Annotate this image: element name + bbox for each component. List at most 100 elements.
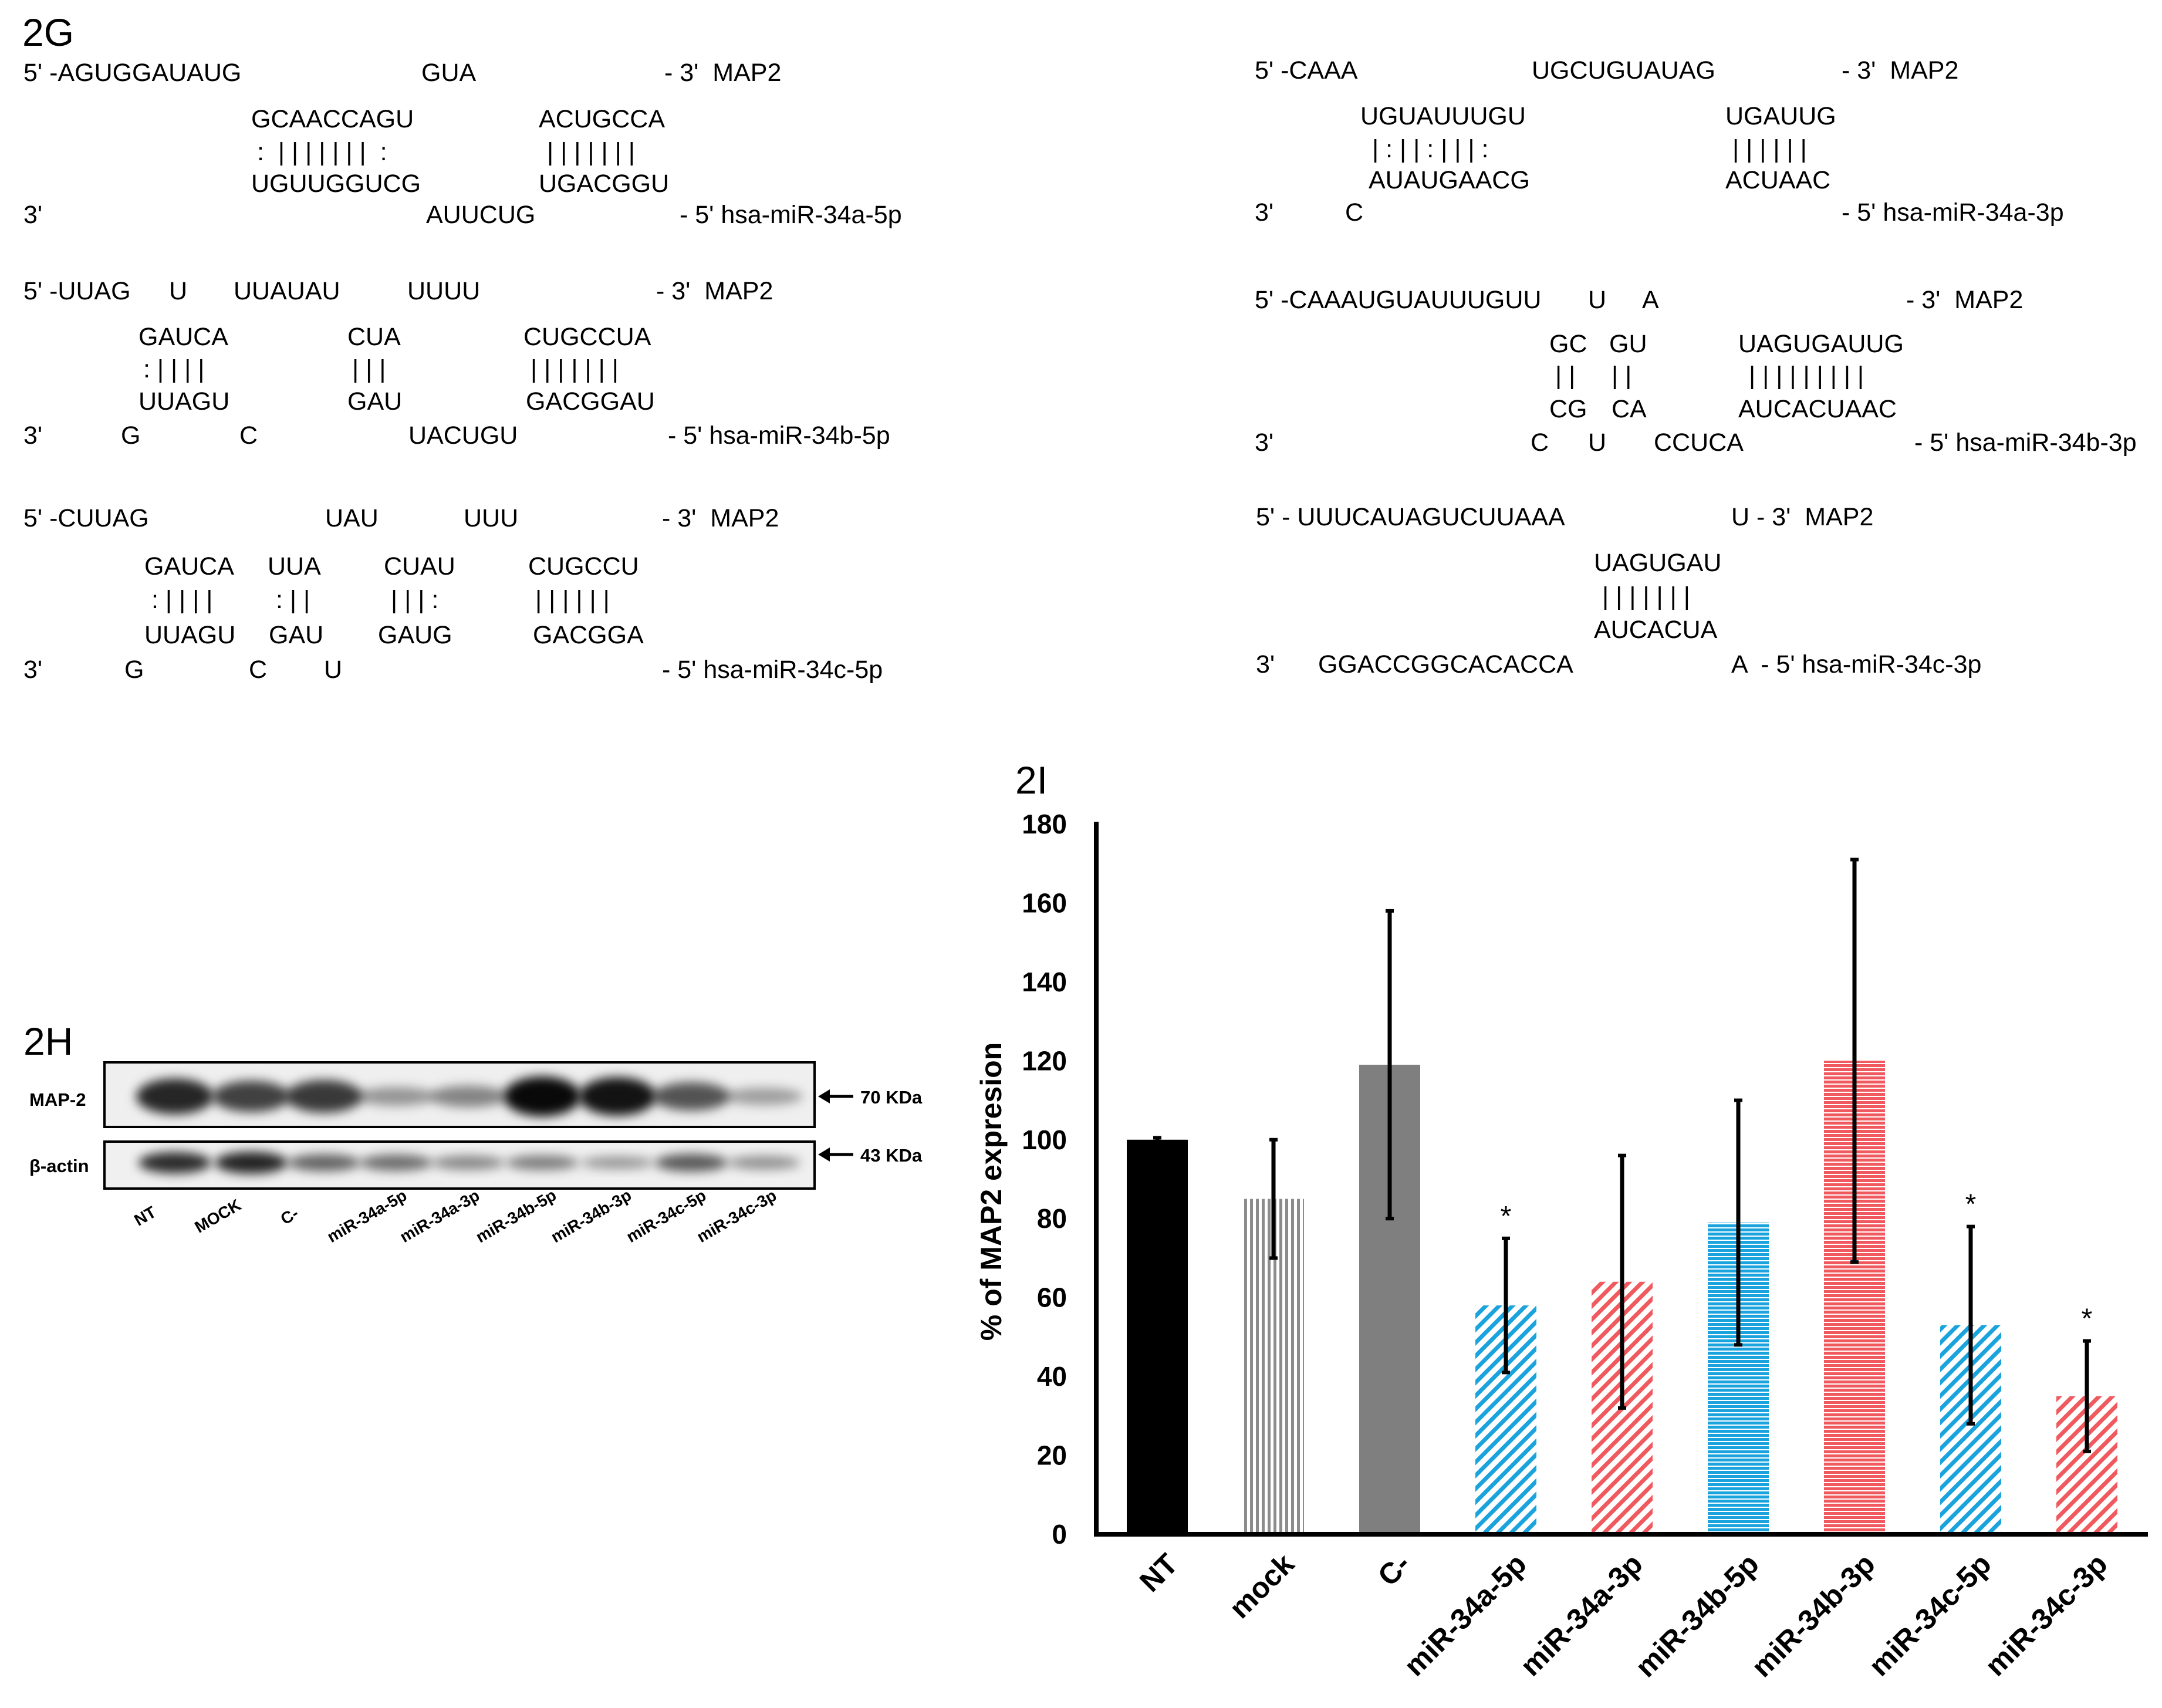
seq-line: UUAUAU	[234, 277, 340, 305]
significance-marks: * * *	[1501, 1189, 2093, 1335]
seq-line: CUGCCUA	[523, 323, 651, 351]
seq-line: 5' -CAAAUGUAUUUGUU	[1255, 286, 1541, 314]
seq-line: GAUG	[378, 621, 452, 649]
seq-line: CUA	[347, 323, 401, 351]
seq-line: AUAUGAACG	[1369, 166, 1530, 194]
seq-line: 3'	[23, 201, 42, 229]
band-map2	[725, 1088, 803, 1105]
band-actin	[728, 1156, 800, 1170]
error-bar-miR-34c-5p	[1967, 1224, 1975, 1426]
x-category-label: C-	[1371, 1547, 1417, 1592]
bar-NT	[1127, 1139, 1188, 1534]
blot-row-label-map2: MAP-2	[29, 1089, 86, 1110]
seq-line: | | |	[352, 355, 386, 383]
seq-line: | | | | | |	[1732, 135, 1807, 163]
blot-lane-label: miR-34c-5p	[623, 1186, 709, 1246]
seq-line: UGCUGUAUAG	[1532, 56, 1715, 85]
error-bar-miR-34a-5p	[1502, 1236, 1510, 1375]
seq-line: U	[1588, 428, 1606, 457]
seq-line: - 3' MAP2	[1906, 286, 2023, 314]
seq-line: UACUGU	[408, 421, 518, 450]
y-tick-label: 80	[1037, 1203, 1067, 1234]
seq-line: U	[324, 656, 342, 684]
significance-star: *	[1965, 1189, 1977, 1220]
alignment-mir-34c-3p: 5' - UUUCAUAGUCUUAAA U - 3' MAP2 UAGUGAU…	[1256, 503, 1981, 679]
seq-line: GUA	[421, 59, 477, 87]
band-actin	[506, 1155, 579, 1170]
significance-star: *	[1501, 1201, 1512, 1232]
seq-line: UAGUGAU	[1594, 549, 1721, 577]
seq-line: GU	[1609, 330, 1647, 358]
seq-line: G	[121, 421, 140, 450]
y-tick-label: 60	[1037, 1282, 1067, 1313]
seq-line: | | | | | | |	[1602, 582, 1690, 610]
y-tick-label: 160	[1022, 887, 1067, 918]
seq-line: UUA	[268, 552, 321, 580]
error-bar-miR-34c-3p	[2083, 1339, 2091, 1453]
panel-2g-label: 2G	[22, 11, 74, 54]
y-tick-label: 0	[1052, 1519, 1067, 1550]
seq-line: 3'	[23, 656, 42, 684]
seq-line: 5' -CUUAG	[23, 504, 149, 532]
seq-line: : | | | | | | | :	[257, 138, 387, 166]
seq-line: - 5' hsa-miR-34b-5p	[668, 421, 890, 450]
x-category-label: miR-34b-3p	[1745, 1547, 1881, 1683]
seq-line: UAGUGAUUG	[1738, 330, 1904, 358]
seq-line: GAU	[269, 621, 323, 649]
band-actin	[288, 1154, 360, 1172]
seq-line: - 3' MAP2	[662, 504, 779, 532]
blot-lane-label: miR-34c-3p	[694, 1186, 779, 1246]
panel-2i: 2I % of MAP2 expresion 0 20 40 60 80 100 120 14…	[975, 758, 2148, 1683]
seq-line: GAUCA	[144, 552, 234, 580]
seq-line: A - 5' hsa-miR-34c-3p	[1731, 650, 1981, 679]
band-actin	[360, 1155, 433, 1171]
x-axis-categories: NT mock C-miR-34a-5pmiR-34a-3pmiR-34b-5pmi…	[1133, 1547, 2114, 1683]
error-bar-NT	[1153, 1136, 1161, 1144]
seq-line: UUAGU	[138, 387, 229, 416]
seq-line: U	[1588, 286, 1606, 314]
alignment-mir-34c-5p: 5' -CUUAG UAU UUU - 3' MAP2 GAUCA UUA CU…	[23, 504, 883, 684]
panel-2h: 2H MAP-2 β-actin 70 KDa 43 KDa NT MOCK C-m…	[18, 1020, 923, 1246]
x-category-label: miR-34c-5p	[1863, 1547, 1998, 1682]
seq-line: | | | | | |	[535, 586, 610, 614]
seq-line: GAUCA	[138, 323, 228, 351]
blot-lane-label: miR-34a-5p	[324, 1186, 410, 1246]
y-tick-label: 20	[1037, 1440, 1067, 1471]
seq-line: - 5' hsa-miR-34a-3p	[1842, 198, 2064, 227]
x-category-label: miR-34c-3p	[1979, 1547, 2114, 1682]
seq-line: GC	[1549, 330, 1587, 358]
seq-line: ACUGCCA	[539, 105, 665, 133]
alignment-mir-34b-5p: 5' -UUAG U UUAUAU UUUU - 3' MAP2 GAUCA C…	[23, 277, 890, 450]
y-tick-label: 40	[1037, 1361, 1067, 1392]
marker-43kda: 43 KDa	[860, 1145, 923, 1166]
seq-line: UUU	[464, 504, 518, 532]
band-map2	[285, 1080, 363, 1113]
panel-2g: 2G 5' -AGUGGAUAUG GUA - 3' MAP2 GCAACCAG…	[22, 11, 2137, 684]
error-bar-miR-34a-3p	[1618, 1153, 1626, 1410]
seq-line: : | | | |	[143, 355, 204, 383]
seq-line: G	[124, 656, 144, 684]
blot-lane-label: miR-34a-3p	[397, 1186, 482, 1246]
x-category-label: miR-34b-5p	[1629, 1547, 1765, 1683]
seq-line: CA	[1612, 395, 1647, 423]
blot-lane-label: miR-34b-3p	[548, 1186, 634, 1246]
band-actin	[215, 1152, 288, 1174]
seq-line: GACGGAU	[526, 387, 655, 416]
error-bar-mock	[1269, 1137, 1278, 1260]
error-bars	[1153, 858, 2091, 1453]
seq-line: 5' - UUUCAUAGUCUUAAA	[1256, 503, 1565, 531]
seq-line: CUGCCU	[528, 552, 639, 580]
seq-line: 3'	[23, 421, 42, 450]
band-actin	[581, 1156, 654, 1169]
band-map2	[579, 1077, 656, 1116]
seq-line: - 5' hsa-miR-34a-5p	[680, 201, 902, 229]
marker-arrow-43	[818, 1147, 853, 1162]
band-map2	[357, 1087, 435, 1106]
band-actin	[655, 1153, 728, 1172]
significance-star: *	[2082, 1304, 2093, 1335]
seq-line: UGUUGGUCG	[251, 170, 421, 198]
seq-line: - 3' MAP2	[656, 277, 773, 305]
error-bar-miR-34b-3p	[1850, 858, 1859, 1264]
seq-line: C	[249, 656, 267, 684]
